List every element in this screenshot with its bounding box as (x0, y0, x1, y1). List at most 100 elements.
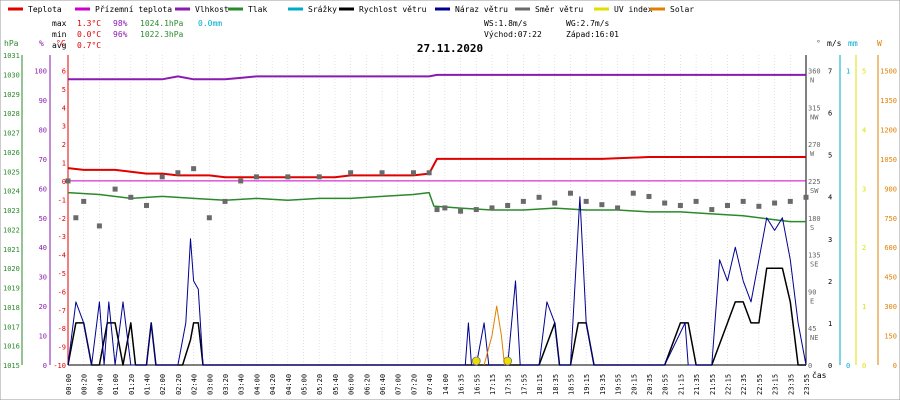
series-smer-vetru-point (434, 207, 440, 213)
series-smer-vetru-point (599, 202, 605, 208)
series-smer-vetru-point (787, 198, 793, 204)
series-teplota-line (67, 156, 806, 179)
stats-avg-label: avg (52, 41, 67, 50)
humidity-tick: 70 (39, 156, 47, 164)
unit-time: čas (812, 370, 827, 380)
series-smer-vetru-point (410, 170, 416, 176)
temperature-tick: -5 (58, 270, 66, 278)
legend-label-solar: Solar (670, 5, 694, 14)
solar-tick: 1500 (880, 68, 897, 76)
winddir-tick-dir: S (810, 224, 814, 232)
x-tick-label: 19:35 (599, 374, 607, 395)
series-smer-vetru-point (65, 178, 71, 184)
winddir-tick-dir: E (810, 297, 814, 305)
series-smer-vetru-point (81, 198, 87, 204)
solar-tick: 450 (884, 274, 897, 282)
x-tick-label: 06:20 (363, 374, 371, 395)
x-tick-label: 04:20 (269, 374, 277, 395)
x-tick-label: 20:15 (630, 374, 638, 395)
series-smer-vetru-point (191, 166, 197, 172)
series-uv-index-point (471, 356, 481, 366)
series-smer-vetru-point (159, 174, 165, 180)
series-smer-vetru-point (662, 200, 668, 206)
winddir-tick-dir: W (810, 150, 815, 158)
legend: Teplota Přízemní teplota Vlhkost Tlak Srážky… (8, 5, 694, 14)
x-tick-label: 16:55 (473, 374, 481, 395)
humidity-tick: 0 (43, 362, 47, 370)
x-tick-label: 20:55 (662, 374, 670, 395)
uv-tick: 5 (862, 68, 866, 76)
humidity-tick: 40 (39, 244, 47, 252)
x-tick-label: 23:35 (787, 374, 795, 395)
humidity-tick: 60 (39, 185, 47, 193)
x-tick-label: 07:40 (426, 374, 434, 395)
winddir-tick: 45 (808, 325, 816, 333)
winddir-tick: 135 (808, 252, 821, 260)
humidity-tick: 100 (34, 68, 47, 76)
sunset-info: Západ:16:01 (566, 30, 619, 39)
x-tick-label: 18:15 (536, 374, 544, 395)
humidity-tick: 10 (39, 333, 47, 341)
stats-max-rain: 0.0mm (198, 19, 222, 28)
unit-c: °C (56, 39, 66, 48)
series-smer-vetru-point (426, 170, 432, 176)
x-tick-label: 00:00 (65, 374, 73, 395)
x-tick-label: 03:00 (206, 374, 214, 395)
stats-max-temp: 1.3°C (77, 19, 101, 28)
windspeed-tick: 6 (828, 110, 832, 118)
solar-tick: 1200 (880, 126, 897, 134)
series-smer-vetru-point (677, 202, 683, 208)
solar-tick: 300 (884, 303, 897, 311)
rain-tick: 1 (846, 68, 850, 76)
pressure-tick: 1031 (3, 52, 20, 60)
grid (67, 55, 807, 365)
winddir-tick: 315 (808, 104, 821, 112)
stats-max-label: max (52, 19, 67, 28)
pressure-tick: 1028 (3, 110, 20, 118)
series-smer-vetru-point (175, 170, 181, 176)
series-smer-vetru-point (693, 198, 699, 204)
solar-tick: 1050 (880, 156, 897, 164)
uv-tick: 3 (862, 185, 866, 193)
series-smer-vetru-point (222, 198, 228, 204)
unit-w: W (877, 39, 882, 48)
series-smer-vetru-point (646, 193, 652, 199)
series-smer-vetru-point (756, 203, 762, 209)
humidity-tick: 90 (39, 97, 47, 105)
temperature-tick: -1 (58, 196, 66, 204)
windspeed-tick: 5 (828, 152, 832, 160)
unit-ms: m/s (827, 39, 842, 48)
winddir-tick-dir: SW (810, 187, 819, 195)
windspeed-tick: 4 (828, 194, 832, 202)
temperature-tick: 1 (62, 160, 66, 168)
winddir-tick: 225 (808, 178, 821, 186)
legend-label-smer-vetru: Směr větru (535, 5, 583, 14)
pressure-tick: 1020 (3, 265, 20, 273)
series-smer-vetru-point (144, 202, 150, 208)
x-tick-label: 19:55 (615, 374, 623, 395)
uv-tick: 4 (862, 126, 866, 134)
x-tick-label: 00:20 (81, 374, 89, 395)
legend-label-tlak: Tlak (248, 5, 267, 14)
series-smer-vetru-point (630, 190, 636, 196)
temperature-tick: -3 (58, 233, 66, 241)
series-vlhkost-line (68, 73, 806, 81)
winddir-tick: 0 (808, 362, 812, 370)
unit-pct: % (39, 39, 44, 48)
temperature-tick: -10 (53, 362, 66, 370)
temperature-tick: 6 (62, 68, 66, 76)
x-tick-label: 17:55 (520, 374, 528, 395)
x-tick-label: 06:00 (348, 374, 356, 395)
x-tick-label: 14:00 (442, 374, 450, 395)
chart-title: 27.11.2020 (417, 42, 483, 55)
series-smer-vetru-point (96, 223, 102, 229)
x-tick-label: 02:00 (159, 374, 167, 395)
sunrise-info: Východ:07:22 (484, 30, 542, 39)
series-smer-vetru-point (348, 170, 354, 176)
series-solar-line (483, 305, 505, 366)
windspeed-tick: 2 (828, 278, 832, 286)
windspeed-tick: 1 (828, 320, 832, 328)
unit-hpa: hPa (4, 39, 19, 48)
winddir-tick-dir: NE (810, 334, 818, 342)
